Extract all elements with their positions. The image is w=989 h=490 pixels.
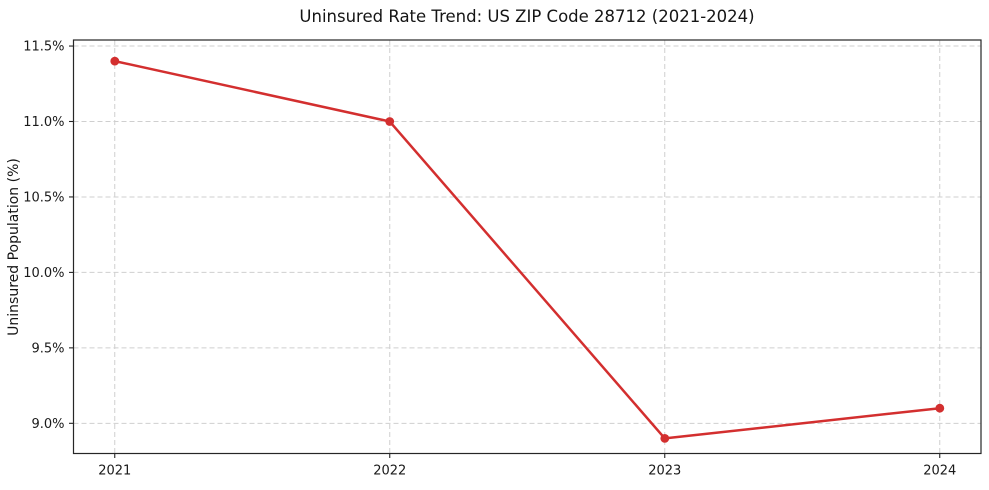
y-tick-label: 9.5% xyxy=(31,341,64,356)
plot-border xyxy=(72,39,982,455)
x-tick-label: 2022 xyxy=(373,464,406,479)
x-tick-label: 2023 xyxy=(648,464,681,479)
y-tick-label: 10.5% xyxy=(23,190,64,205)
trend-line xyxy=(113,59,942,440)
y-tick-label: 9.0% xyxy=(31,417,64,432)
data-point-marker xyxy=(110,56,120,66)
x-tick-label: 2024 xyxy=(923,464,956,479)
y-tick-label: 11.5% xyxy=(23,40,64,55)
y-tick-label: 11.0% xyxy=(23,115,64,130)
data-point-marker xyxy=(935,403,945,413)
y-tick-label: 10.0% xyxy=(23,266,64,281)
x-tick-label: 2021 xyxy=(98,464,131,479)
chart-title: Uninsured Rate Trend: US ZIP Code 28712 … xyxy=(299,7,755,26)
data-point-marker xyxy=(660,434,670,443)
data-point-marker xyxy=(385,117,395,126)
